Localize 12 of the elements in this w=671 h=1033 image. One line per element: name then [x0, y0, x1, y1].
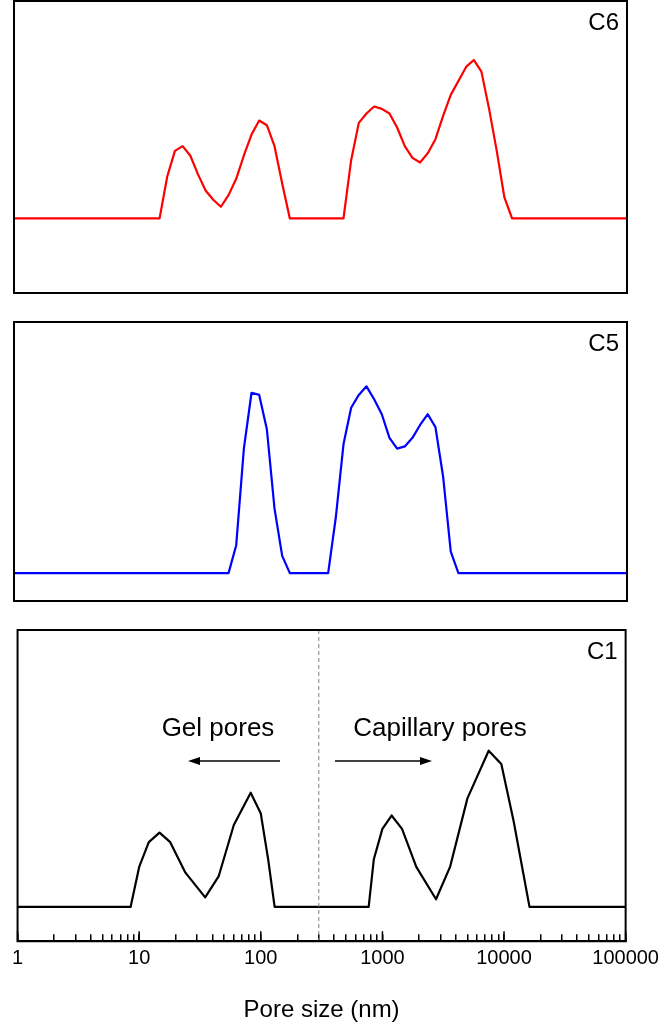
text: Capillary pores	[353, 712, 527, 743]
chart-title: C6	[588, 7, 619, 35]
x-tick-label: 100	[244, 945, 278, 968]
x-tick-label: 10000	[476, 945, 532, 968]
text: Gel pores	[161, 712, 275, 743]
x-tick-label: 1000	[360, 945, 405, 968]
x-tick-label: 10	[128, 945, 151, 968]
x-tick-label: 100000	[592, 945, 660, 968]
chart-title: C5	[588, 328, 619, 356]
chart-title: C1	[586, 636, 618, 664]
x-tick-label: 1	[12, 945, 24, 968]
x-axis-title: Pore size (nm)	[243, 995, 400, 1023]
